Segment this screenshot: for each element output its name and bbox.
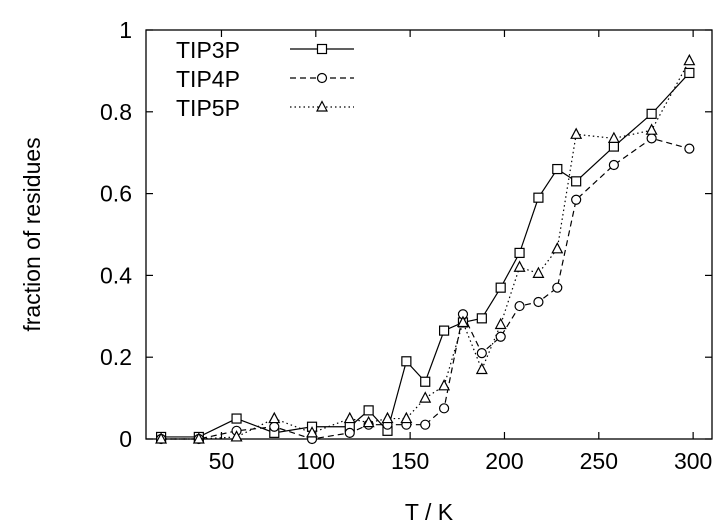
- data-point: [192, 432, 205, 444]
- legend-item: TIP3P: [176, 37, 354, 63]
- data-point: [362, 415, 375, 428]
- x-tick-label: 250: [580, 448, 618, 474]
- legend-item: TIP4P: [176, 66, 354, 92]
- data-point: [514, 300, 525, 312]
- data-point: [551, 242, 564, 254]
- data-point: [231, 413, 242, 424]
- data-point: [532, 266, 545, 278]
- data-point: [608, 159, 619, 171]
- y-tick-label: 0.2: [100, 344, 132, 370]
- data-point: [533, 296, 544, 308]
- data-point: [476, 348, 487, 359]
- x-tick-label: 50: [209, 448, 235, 474]
- legend-label: TIP3P: [176, 37, 240, 63]
- data-point: [514, 247, 525, 259]
- series-tip5p: [155, 53, 696, 444]
- data-point: [513, 260, 526, 272]
- plot-frame: [145, 29, 713, 440]
- data-point: [684, 143, 695, 154]
- data-point: [683, 53, 696, 66]
- data-point: [438, 403, 450, 414]
- legend-label: TIP4P: [176, 66, 240, 92]
- data-point: [495, 282, 506, 293]
- data-point: [155, 432, 168, 444]
- legend-swatch-marker: [316, 43, 328, 55]
- y-tick-label: 0.6: [100, 181, 132, 207]
- data-point: [494, 317, 507, 330]
- data-point: [438, 325, 450, 336]
- data-point: [684, 67, 695, 79]
- x-tick-label: 300: [674, 448, 712, 474]
- y-tick-label: 0.8: [100, 99, 132, 125]
- x-tick-label: 200: [485, 448, 523, 474]
- y-axis-label: fraction of residues: [19, 137, 45, 331]
- series-tip3p: [155, 67, 695, 443]
- data-point: [475, 362, 488, 375]
- legend-label: TIP5P: [176, 95, 240, 121]
- data-point: [495, 331, 506, 342]
- data-point: [268, 411, 281, 424]
- legend-swatch-marker: [316, 100, 328, 112]
- data-point: [646, 133, 657, 144]
- data-point: [438, 379, 451, 391]
- y-tick-label: 1: [119, 17, 132, 43]
- data-point: [230, 430, 243, 442]
- x-axis-label: T / K: [405, 499, 454, 525]
- y-tick-label: 0.4: [100, 262, 132, 288]
- data-point: [401, 356, 412, 367]
- legend: TIP3P TIP4P TIP5P: [176, 37, 354, 121]
- x-tick-label: 100: [297, 448, 335, 474]
- axis-ticks: [146, 29, 712, 440]
- data-point: [344, 427, 355, 438]
- data-point: [533, 192, 544, 203]
- data-point: [646, 108, 657, 119]
- tick-labels: 50 100 150 200 250 300 0 0.2 0.4 0.6 0.8 1: [100, 17, 712, 474]
- data-point: [420, 376, 431, 387]
- legend-swatch-marker: [316, 72, 328, 84]
- data-point: [608, 141, 619, 152]
- data-point: [363, 405, 374, 416]
- plot-border: [145, 29, 713, 440]
- data-point: [269, 421, 280, 432]
- data-point: [607, 131, 620, 143]
- data-point: [456, 315, 469, 328]
- legend-item: TIP5P: [176, 95, 354, 121]
- data-point: [343, 411, 356, 424]
- y-tick-label: 0: [119, 426, 132, 452]
- data-point: [306, 426, 319, 438]
- data-point: [571, 194, 582, 205]
- data-point: [570, 127, 583, 139]
- data-point: [381, 411, 394, 424]
- x-tick-label: 150: [391, 448, 429, 474]
- data-point: [420, 419, 431, 430]
- data-point: [645, 123, 658, 135]
- data-point: [400, 411, 413, 424]
- data-point: [552, 282, 563, 293]
- data-point: [552, 163, 563, 175]
- data-point: [419, 391, 432, 403]
- series: [155, 53, 696, 445]
- data-point: [571, 176, 582, 187]
- data-point: [476, 313, 487, 324]
